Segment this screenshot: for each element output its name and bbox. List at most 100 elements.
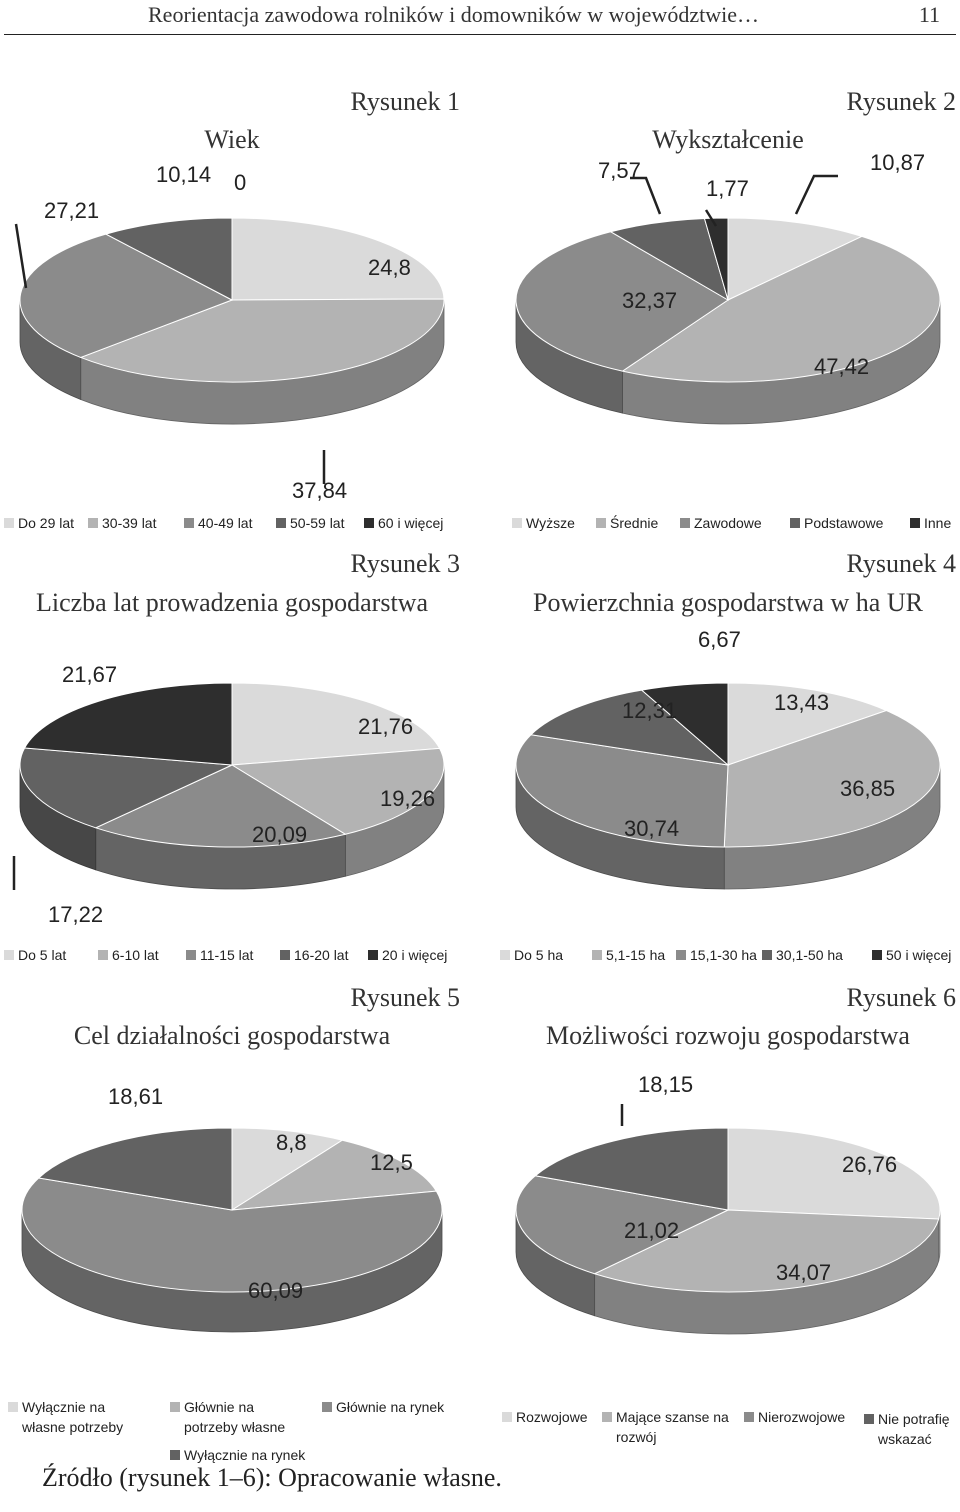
legend-label: Do 5 ha: [514, 947, 563, 963]
legend: Do 29 lat 30-39 lat 40-49 lat 50-59 lat 60 i…: [4, 515, 443, 531]
slice-podstawowe: [609, 217, 729, 302]
pie-chart-5: 8,8 12,5 60,09 18,61 Rysunek 5 Cel działalnoś…: [8, 983, 460, 1463]
legend-label: 30,1-50 ha: [776, 947, 843, 963]
legend-item-glownie-na-potrzeby-wlasne: Głównie na potrzeby własne: [170, 1399, 285, 1435]
legend-item-podstawowe: Podstawowe: [790, 515, 884, 531]
legend-label: Wyższe: [526, 515, 575, 531]
pie-slices: [19, 217, 445, 383]
slice-glownie-na-rynek: [21, 1177, 443, 1293]
slice-majace-szanse-na-rozwoj: [593, 1209, 940, 1293]
legend-item-30-39-lat: 30-39 lat: [88, 515, 157, 531]
data-label-do-5-ha: 13,43: [774, 690, 829, 715]
legend-swatch: [186, 950, 196, 960]
data-label-60-i-wiecej: 0: [234, 170, 246, 195]
legend-item-nie-potrafie-wskazac: Nie potrafię wskazać: [864, 1411, 950, 1447]
data-label-wylacznie-na-wlasne-potrzeby: 8,8: [276, 1130, 307, 1155]
figure-number: Rysunek 5: [351, 983, 460, 1012]
data-label-40-49-lat: 27,21: [44, 198, 99, 223]
figure-number: Rysunek 1: [351, 87, 460, 116]
slice-srednie: [621, 235, 941, 383]
legend-swatch: [762, 950, 772, 960]
slice-20-i-wiecej: [23, 682, 233, 766]
leader-line-40-49-lat: [14, 223, 28, 289]
data-label-glownie-na-rynek: 60,09: [248, 1278, 303, 1303]
chart-title: Możliwości rozwoju gospodarstwa: [546, 1021, 910, 1050]
data-label-6-10-lat: 19,26: [380, 786, 435, 811]
legend-label: potrzeby własne: [184, 1419, 285, 1435]
pie-chart-3: 21,76 19,26 20,09 17,22 21,67 Rysunek 3 Liczba…: [4, 549, 460, 963]
data-label-30-39-lat: 37,84: [292, 478, 347, 503]
legend-label: Mające szanse na: [616, 1409, 729, 1425]
legend-swatch: [184, 518, 194, 528]
legend-swatch: [322, 1402, 332, 1412]
legend-swatch: [502, 1412, 512, 1422]
legend-swatch: [170, 1450, 180, 1460]
legend-swatch: [276, 518, 286, 528]
chart-title: Wykształcenie: [652, 125, 803, 154]
legend-swatch: [910, 518, 920, 528]
legend-swatch: [790, 518, 800, 528]
slice-do-5-lat: [231, 682, 441, 766]
legend-label: 30-39 lat: [102, 515, 157, 531]
legend-swatch: [8, 1402, 18, 1412]
figure-number: Rysunek 2: [847, 87, 956, 116]
legend-label: Rozwojowe: [516, 1409, 588, 1425]
chart-title: Powierzchnia gospodarstwa w ha UR: [533, 588, 924, 617]
slice-50-59-lat: [104, 217, 233, 301]
legend-swatch: [596, 518, 606, 528]
legend-swatch: [280, 950, 290, 960]
pie-chart-4: 13,43 36,85 30,74 12,31 6,67 Rysunek 4 Powierz…: [500, 549, 956, 963]
legend-label: Wyłącznie na: [22, 1399, 105, 1415]
slice-glownie-na-potrzeby-wlasne: [231, 1139, 438, 1211]
legend-item-20-i-wiecej: 20 i więcej: [368, 947, 447, 963]
legend-item-majace-szanse-na-rozwoj: Mające szanse na rozwój: [602, 1409, 729, 1445]
legend-label: Wyłącznie na rynek: [184, 1447, 306, 1463]
data-label-do-29-lat: 24,8: [368, 255, 411, 280]
legend-swatch: [170, 1402, 180, 1412]
legend: Do 5 ha 5,1-15 ha 15,1-30 ha 30,1-50 ha 50 i…: [500, 947, 951, 963]
data-label-do-5-lat: 21,76: [358, 714, 413, 739]
legend-item-50-59-lat: 50-59 lat: [276, 515, 345, 531]
legend-label: Głównie na: [184, 1399, 254, 1415]
legend-item-nierozwojowe: Nierozwojowe: [744, 1409, 845, 1425]
slice-5-1-15-ha: [723, 709, 941, 848]
figure-number: Rysunek 6: [847, 983, 956, 1012]
legend-item-inne: Inne: [910, 515, 951, 531]
legend-item-60-i-wiecej: 60 i więcej: [364, 515, 443, 531]
legend-item-srednie: Średnie: [596, 514, 658, 531]
legend-item-do-5-lat: Do 5 lat: [4, 947, 66, 963]
legend-swatch: [512, 518, 522, 528]
legend-swatch: [4, 518, 14, 528]
slice-wylacznie-na-rynek: [37, 1127, 233, 1211]
legend-item-30-1-50-ha: 30,1-50 ha: [762, 947, 843, 963]
legend-item-5-1-15-ha: 5,1-15 ha: [592, 947, 665, 963]
page-number: 11: [918, 2, 940, 27]
legend-label: Inne: [924, 515, 951, 531]
figure-number: Rysunek 4: [847, 549, 956, 578]
legend-item-glownie-na-rynek: Głównie na rynek: [322, 1399, 445, 1415]
data-label-wyzsze: 10,87: [870, 150, 925, 175]
slice-30-39-lat: [79, 298, 445, 383]
legend-swatch: [864, 1414, 874, 1424]
legend-swatch: [680, 518, 690, 528]
legend-swatch: [602, 1412, 612, 1422]
legend-item-6-10-lat: 6-10 lat: [98, 947, 159, 963]
slice-wyzsze: [727, 217, 864, 301]
legend-label: rozwój: [616, 1429, 656, 1445]
legend-swatch: [368, 950, 378, 960]
legend-item-wylacznie-na-rynek: Wyłącznie na rynek: [170, 1447, 306, 1463]
data-label-16-20-lat: 17,22: [48, 902, 103, 927]
legend-label: wskazać: [877, 1431, 932, 1447]
slice-do-5-ha: [727, 682, 888, 766]
slice-nierozwojowe: [515, 1175, 730, 1275]
leader-line-podstawowe: [630, 176, 662, 215]
slice-zawodowe: [515, 231, 729, 372]
legend-label: Do 29 lat: [18, 515, 74, 531]
source-note: Źródło (rysunek 1–6): Opracowanie własne…: [42, 1463, 502, 1492]
legend-label: 15,1-30 ha: [690, 947, 757, 963]
slice-40-49-lat: [19, 233, 234, 358]
slice-rozwojowe: [727, 1127, 941, 1220]
legend-swatch: [744, 1412, 754, 1422]
